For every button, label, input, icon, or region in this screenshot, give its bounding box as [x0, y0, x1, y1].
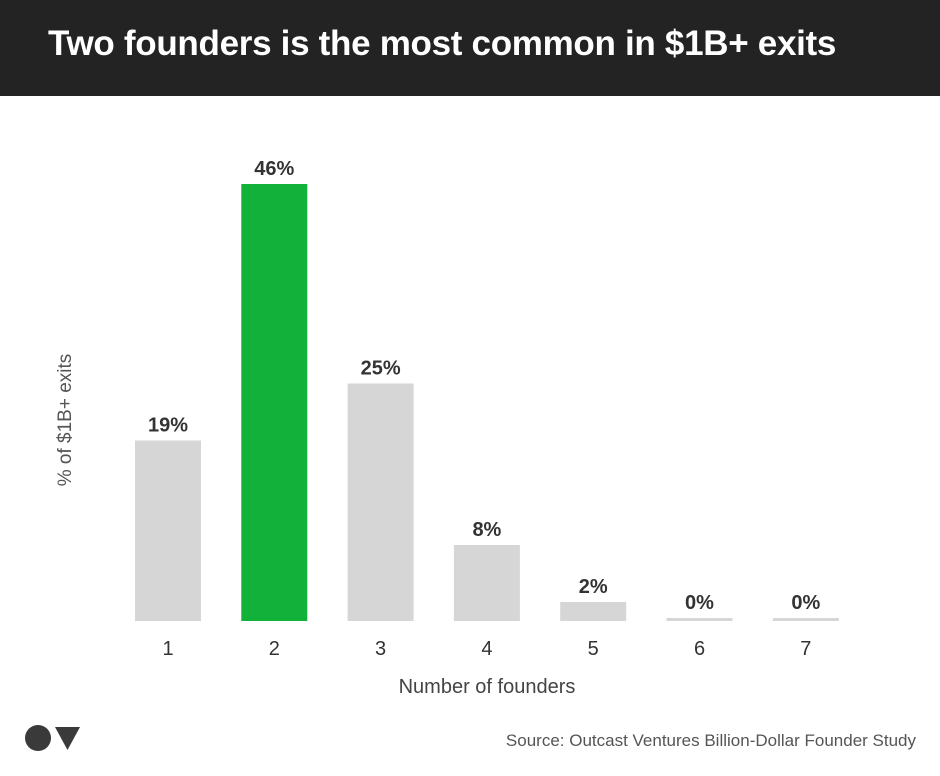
bar-7	[772, 618, 839, 621]
data-label-4: 8%	[472, 519, 501, 541]
x-tick-label-2: 2	[269, 638, 280, 660]
data-label-3: 25%	[361, 358, 401, 380]
data-label-2: 46%	[254, 158, 294, 180]
x-tick-label-7: 7	[800, 638, 811, 660]
x-axis-label: Number of founders	[398, 676, 576, 698]
x-tick-label-3: 3	[375, 638, 386, 660]
bar-1	[135, 440, 201, 621]
bar-4	[453, 545, 520, 621]
outcast-ventures-logo-icon	[25, 725, 80, 751]
data-label-1: 19%	[148, 415, 188, 437]
data-label-7: 0%	[791, 592, 820, 614]
x-tick-label-4: 4	[481, 638, 492, 660]
source-note: Source: Outcast Ventures Billion-Dollar …	[505, 731, 916, 750]
chart-title: Two founders is the most common in $1B+ …	[48, 24, 837, 63]
bar-3	[347, 383, 414, 621]
x-tick-label-6: 6	[694, 638, 705, 660]
title-bar: Two founders is the most common in $1B+ …	[0, 0, 940, 96]
y-axis-label: % of $1B+ exits	[55, 353, 76, 487]
x-tick-label-5: 5	[588, 638, 599, 660]
bar-6	[666, 618, 733, 621]
bar-chart: 19% 1 46% 2 25% 3 8% 4 2% 5 0% 6 0% 7	[135, 158, 839, 660]
data-label-5: 2%	[579, 576, 608, 598]
bar-2	[241, 184, 308, 621]
x-tick-label-1: 1	[162, 638, 173, 660]
bar-5	[560, 602, 627, 621]
data-label-6: 0%	[685, 592, 714, 614]
